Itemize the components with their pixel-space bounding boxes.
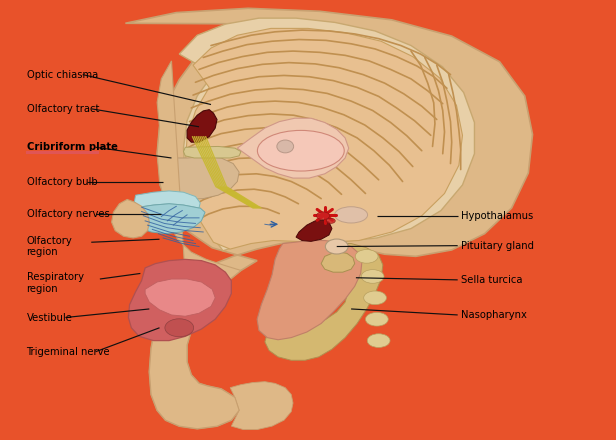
Polygon shape <box>149 61 241 429</box>
Polygon shape <box>321 252 355 272</box>
Polygon shape <box>111 199 149 238</box>
Text: Olfactory nerves: Olfactory nerves <box>26 209 109 219</box>
Text: Respiratory
region: Respiratory region <box>26 272 84 294</box>
Polygon shape <box>126 8 532 429</box>
Text: Olfactory bulb: Olfactory bulb <box>26 176 97 187</box>
Polygon shape <box>145 279 215 316</box>
Text: Sella turcica: Sella turcica <box>461 275 522 285</box>
Polygon shape <box>160 157 239 199</box>
Polygon shape <box>128 259 232 341</box>
Text: Pituitary gland: Pituitary gland <box>461 241 533 251</box>
Polygon shape <box>257 241 362 340</box>
Text: Olfactory tract: Olfactory tract <box>26 104 99 114</box>
Text: Trigeminal nerve: Trigeminal nerve <box>26 347 110 357</box>
Text: Olfactory
region: Olfactory region <box>26 236 72 257</box>
Ellipse shape <box>367 334 390 348</box>
Ellipse shape <box>355 249 378 263</box>
Ellipse shape <box>325 239 348 254</box>
Polygon shape <box>265 243 383 360</box>
Ellipse shape <box>277 140 294 153</box>
Ellipse shape <box>365 312 388 326</box>
Polygon shape <box>237 118 349 178</box>
Polygon shape <box>179 18 474 251</box>
Text: Cribriform plate: Cribriform plate <box>26 142 118 152</box>
Polygon shape <box>296 220 332 242</box>
Text: Vestibule: Vestibule <box>26 312 73 323</box>
Ellipse shape <box>257 130 344 171</box>
Text: Optic chiasma: Optic chiasma <box>26 70 98 80</box>
Ellipse shape <box>165 319 193 337</box>
Ellipse shape <box>317 212 330 220</box>
Text: Hypothalamus: Hypothalamus <box>461 211 533 221</box>
Polygon shape <box>134 191 200 208</box>
Polygon shape <box>131 202 205 234</box>
Text: Nasopharynx: Nasopharynx <box>461 310 527 320</box>
Ellipse shape <box>334 207 368 223</box>
Ellipse shape <box>362 270 384 283</box>
Ellipse shape <box>363 291 386 304</box>
Ellipse shape <box>326 218 335 224</box>
Polygon shape <box>184 147 241 158</box>
Polygon shape <box>185 29 463 249</box>
Polygon shape <box>187 110 217 142</box>
Polygon shape <box>230 381 293 429</box>
